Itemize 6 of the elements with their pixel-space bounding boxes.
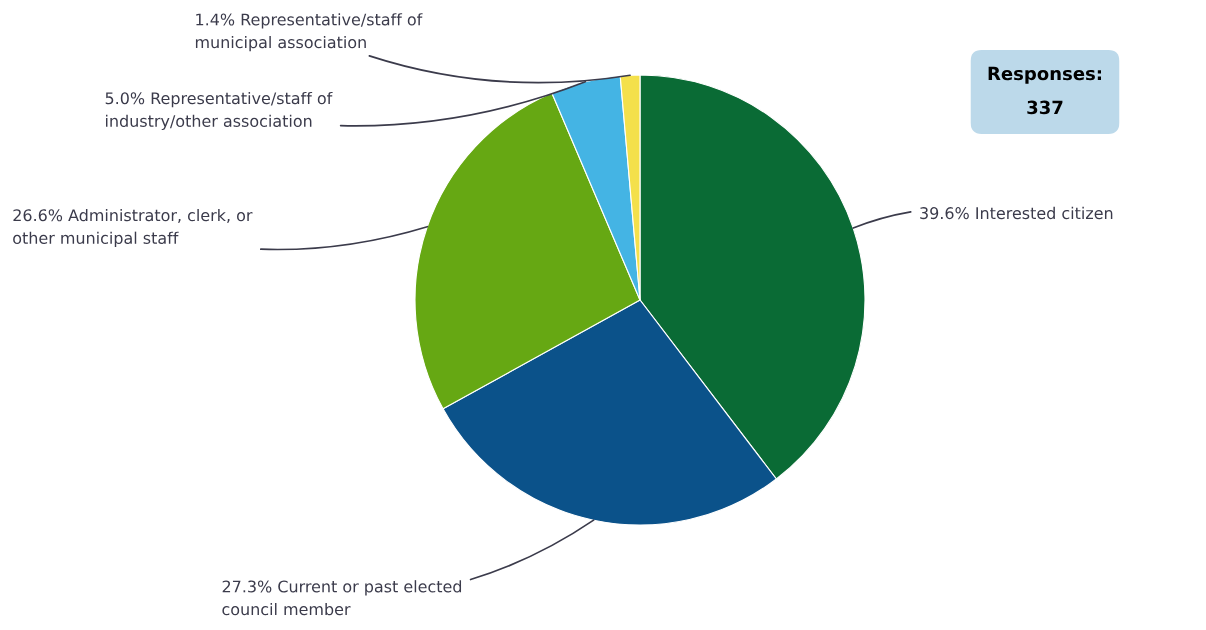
slice-label: 26.6% Administrator, clerk, or other municipal staff [13, 208, 253, 248]
slice-label: 5.0% Representative/staff of industry/other association [105, 91, 333, 131]
text: Responses: 337 [988, 66, 1101, 115]
slice-label: 39.6% Interested citizen [920, 206, 1113, 220]
slice-label: 1.4% Representative/staff of municipal association [195, 13, 423, 52]
slice-label: 27.3% Current or past elected council member [222, 580, 462, 616]
